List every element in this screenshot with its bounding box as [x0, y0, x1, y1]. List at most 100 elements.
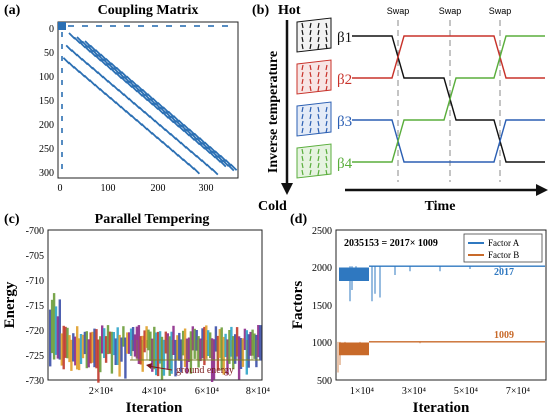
c-xtick: 2×10⁴ [89, 386, 114, 397]
energy-band [120, 337, 123, 362]
spin-arrow [301, 148, 304, 155]
spin-arrow [325, 113, 328, 120]
panel-d-x-ticks: 1×10⁴ 3×10⁴ 5×10⁴ 7×10⁴ [350, 386, 531, 397]
energy-band [54, 306, 58, 355]
d-ytick: 500 [317, 376, 332, 387]
replica-path [352, 35, 545, 163]
panel-a-x-ticks: 0 100 200 300 [58, 183, 214, 194]
a-ytick: 50 [44, 48, 54, 59]
panel-a-letter: (a) [4, 3, 21, 18]
replica-path [352, 35, 545, 163]
matrix-diagonal-dash [229, 163, 238, 171]
energy-band [174, 339, 177, 377]
energy-band [226, 339, 229, 375]
energy-band [106, 325, 110, 355]
panel-c-y-ticks: -700 -705 -710 -715 -720 -725 -730 [26, 226, 44, 387]
energy-band [155, 332, 158, 376]
spin-arrow [301, 113, 304, 120]
spin-arrow [325, 155, 328, 162]
replica-path [352, 35, 545, 79]
spin-arrow [301, 64, 304, 71]
spin-arrow [325, 120, 328, 127]
energy-band [224, 333, 227, 358]
energy-band [145, 326, 148, 348]
spin-arrow [325, 22, 328, 29]
energy-band [129, 328, 133, 356]
energy-band [118, 334, 121, 377]
c-ytick: -725 [26, 351, 44, 362]
energy-band [89, 332, 92, 364]
energy-band [187, 337, 191, 362]
a-ytick: 200 [39, 120, 54, 131]
energy-band [72, 333, 75, 362]
a-ytick: 0 [49, 24, 54, 35]
spin-arrow [309, 78, 312, 85]
spin-arrow [325, 71, 328, 78]
c-xtick: 8×10⁴ [246, 386, 271, 397]
energy-band [199, 338, 202, 362]
panel-a: (a) Coupling Matrix 0 50 100 150 200 250… [4, 3, 239, 194]
energy-band [191, 326, 194, 351]
spin-arrow [309, 22, 312, 29]
matrix-diagonal-dash [192, 167, 201, 175]
spin-arrow [317, 71, 320, 78]
c-ytick: -710 [26, 276, 44, 287]
spin-arrow [325, 36, 328, 43]
c-ytick: -705 [26, 251, 44, 262]
energy-band [201, 328, 204, 359]
energy-band [56, 316, 60, 359]
energy-band [62, 325, 65, 370]
energy-band [64, 326, 67, 358]
energy-band [131, 327, 135, 352]
spin-lattice-box [296, 17, 332, 53]
a-xtick: 300 [199, 183, 214, 194]
d-ytick: 1000 [312, 338, 332, 349]
panel-d-ylabel: Factors [290, 281, 306, 329]
spin-arrow [309, 120, 312, 127]
c-ytick: -730 [26, 376, 44, 387]
energy-band [232, 336, 235, 370]
a-ytick: 150 [39, 96, 54, 107]
d-ytick: 1500 [312, 301, 332, 312]
matrix-diagonal-dash [227, 163, 235, 172]
spin-arrow [309, 29, 312, 36]
spin-arrow [309, 127, 312, 134]
energy-band [74, 336, 77, 366]
spin-arrow [325, 78, 328, 85]
energy-band [85, 331, 88, 369]
spin-arrow [301, 43, 304, 50]
energy-band [99, 336, 102, 373]
energy-band [239, 338, 243, 369]
time-label: Time [425, 199, 456, 214]
spin-arrow [309, 85, 312, 92]
panel-c-ylabel: Energy [2, 281, 18, 328]
spin-arrow [301, 85, 304, 92]
energy-band [197, 336, 200, 368]
energy-band [257, 325, 260, 358]
energy-band [70, 339, 73, 371]
spin-arrow [317, 120, 320, 127]
energy-band [193, 328, 196, 359]
energy-band [222, 336, 225, 375]
spin-arrow [325, 29, 328, 36]
spin-lattice-box [296, 101, 332, 137]
d-xtick: 7×10⁴ [506, 386, 531, 397]
energy-band [83, 331, 87, 355]
spin-arrow [309, 64, 312, 71]
a-ytick: 300 [39, 168, 54, 179]
d-ytick: 2000 [312, 263, 332, 274]
energy-band [147, 329, 150, 351]
energy-band [126, 332, 129, 354]
energy-band [153, 326, 156, 370]
spin-arrow [301, 22, 304, 29]
energy-band [143, 330, 146, 353]
a-xtick: 100 [101, 183, 116, 194]
energy-band [234, 334, 237, 364]
energy-band [93, 328, 96, 368]
energy-band [253, 333, 256, 359]
panel-c-x-ticks: 2×10⁴ 4×10⁴ 6×10⁴ 8×10⁴ [89, 386, 271, 397]
spin-arrow [301, 169, 304, 176]
energy-band [114, 338, 117, 365]
energy-band [91, 331, 94, 363]
energy-band [128, 332, 131, 354]
